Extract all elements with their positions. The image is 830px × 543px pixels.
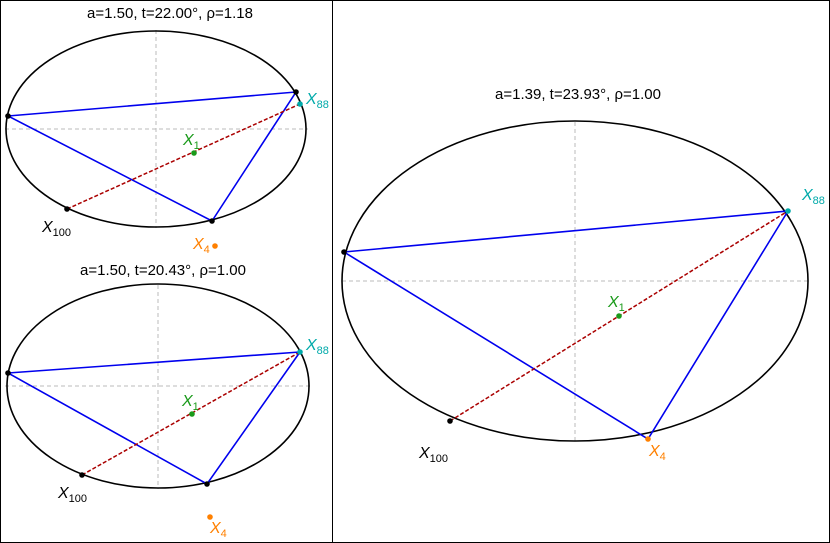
panel-1-vertex-left: [5, 113, 11, 119]
panel-2-triangle: [5, 351, 302, 486]
panel-1-vertex-bottom: [209, 218, 215, 224]
panel-1-x1-point: [191, 150, 197, 156]
panel-2-vertex-bottom: [204, 481, 210, 487]
panel-3-x100-point: [447, 418, 453, 424]
panel-3-x4-point: [645, 436, 651, 442]
panel-1-x4-point: [212, 243, 218, 249]
panel-2-ellipse: [6, 283, 310, 489]
panel-2-title: a=1.50, t=20.43°, ρ=1.00: [80, 262, 246, 279]
panel-3: a=1.39, t=23.93°, ρ=1.00 X1 X4 X88 X100: [341, 86, 825, 465]
panel-1: a=1.50, t=22.00°, ρ=1.18 X1 X4 X88 X100: [5, 5, 329, 256]
panel-2-x4-point: [207, 514, 213, 520]
panel-1-title: a=1.50, t=22.00°, ρ=1.18: [87, 5, 253, 22]
panel-2-x4-label: X4: [209, 520, 227, 540]
panel-2-x100-point: [79, 472, 85, 478]
panel-2-x1-label: X1: [181, 393, 199, 413]
panel-3-ellipse: [341, 120, 809, 442]
panel-3-title: a=1.39, t=23.93°, ρ=1.00: [495, 86, 661, 103]
panel-1-x88-point: [297, 101, 303, 107]
panel-3-x88-point: [785, 208, 791, 214]
panel-3-x4-label: X4: [648, 443, 666, 463]
panel-1-x4-label: X4: [192, 236, 210, 256]
panel-2-vertex-left: [5, 370, 11, 376]
panel-1-dashed-line: [66, 103, 301, 210]
panel-3-x100-label: X100: [418, 445, 448, 465]
panel-2-x100-label: X100: [57, 485, 87, 505]
panel-1-x100-point: [64, 206, 70, 212]
panel-3-x1-point: [616, 313, 622, 319]
panel-3-x88-label: X88: [801, 187, 825, 207]
right-frame: [332, 0, 830, 543]
panel-3-vertex-left: [341, 249, 347, 255]
panel-2: a=1.50, t=20.43°, ρ=1.00 X1 X4 X88 X100: [5, 262, 329, 540]
panel-1-x88-label: X88: [305, 91, 329, 111]
panel-2-x1-point: [189, 411, 195, 417]
panel-1-vertex-right: [293, 89, 299, 95]
panel-1-x100-label: X100: [41, 219, 71, 239]
panel-1-triangle: [5, 91, 298, 223]
panel-3-x1-label: X1: [607, 294, 625, 314]
panel-2-x88-label: X88: [305, 337, 329, 357]
panel-1-x1-label: X1: [182, 132, 200, 152]
panel-2-x88-point: [297, 349, 303, 355]
panel-3-triangle: [341, 210, 790, 441]
panel-1-ellipse: [5, 30, 307, 228]
